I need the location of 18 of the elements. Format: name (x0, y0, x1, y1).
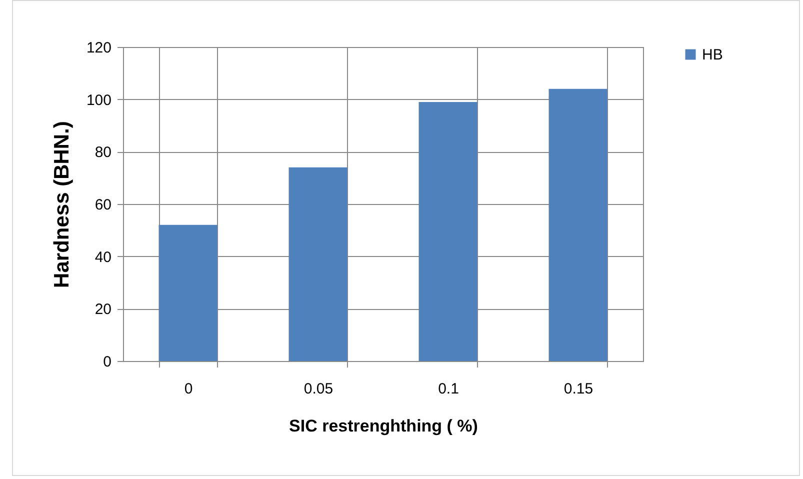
y-axis-title: Hardness (BHN.) (50, 121, 74, 288)
y-tick-label: 20 (94, 301, 112, 318)
x-tick-label: 0.1 (438, 380, 459, 398)
y-tick-label: 80 (94, 144, 112, 162)
y-tick-label: 100 (86, 92, 112, 109)
x-axis-title: SIC restrenghthing ( %) (289, 416, 478, 436)
bar (158, 224, 218, 361)
y-tick-label: 60 (94, 196, 112, 214)
legend-label: HB (702, 46, 723, 64)
y-tick-label: 120 (86, 40, 112, 56)
x-tick-label: 0.05 (304, 380, 334, 398)
x-tick-label: 0 (184, 380, 193, 398)
bar (288, 167, 348, 361)
x-tick-label: 0.15 (564, 380, 594, 398)
bar (548, 88, 608, 361)
bar (418, 102, 478, 361)
y-tick-label: 0 (103, 354, 112, 370)
y-tick-label: 40 (94, 248, 112, 266)
